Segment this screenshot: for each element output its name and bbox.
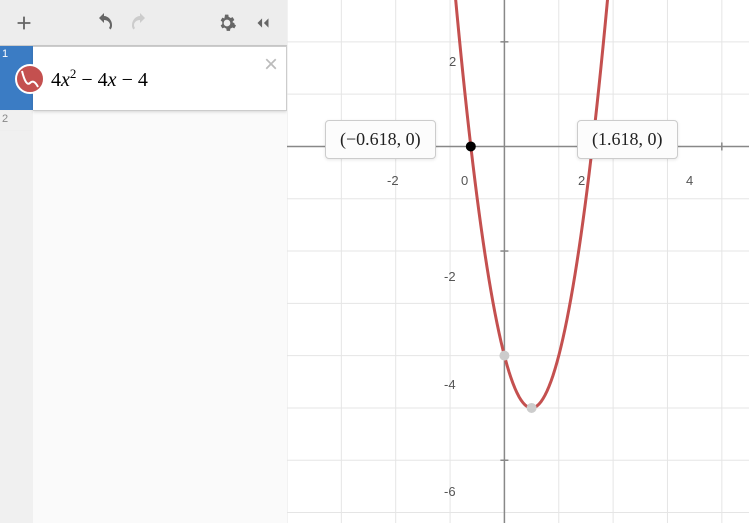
x-axis-label: 4 [686, 173, 693, 188]
point-label[interactable]: (−0.618, 0) [325, 120, 436, 159]
expression-row[interactable]: 4x2 − 4x − 4 × [33, 46, 287, 111]
x-axis-label: 0 [461, 173, 468, 188]
expr-text: − 4 [117, 69, 148, 91]
x-axis-label: 2 [578, 173, 585, 188]
point-label[interactable]: (1.618, 0) [577, 120, 678, 159]
expression-panel: 1 2 4x2 − 4x − 4 × [0, 0, 287, 523]
delete-expression-button[interactable]: × [264, 53, 278, 77]
redo-button[interactable] [124, 7, 156, 39]
add-expression-button[interactable] [8, 7, 40, 39]
expr-text: − 4 [76, 69, 107, 91]
line-number: 2 [0, 111, 33, 131]
x-axis-label: -2 [387, 173, 399, 188]
expression-color-icon[interactable] [15, 64, 45, 94]
expression-formula[interactable]: 4x2 − 4x − 4 [51, 66, 286, 92]
y-axis-label: 2 [449, 54, 456, 69]
y-axis-label: -6 [444, 484, 456, 499]
y-axis-label: -4 [444, 377, 456, 392]
y-axis-label: -2 [444, 269, 456, 284]
graph-panel[interactable]: (−0.618, 0) (1.618, 0) -2 0 2 4 2 -2 -4 … [287, 0, 749, 523]
undo-button[interactable] [88, 7, 120, 39]
line-number-gutter: 1 2 [0, 46, 33, 523]
collapse-panel-button[interactable] [247, 7, 279, 39]
settings-button[interactable] [211, 7, 243, 39]
toolbar [0, 0, 287, 46]
graph-canvas[interactable] [287, 0, 749, 523]
expr-text: 4 [51, 69, 61, 91]
expression-list: 1 2 4x2 − 4x − 4 × [0, 46, 287, 523]
